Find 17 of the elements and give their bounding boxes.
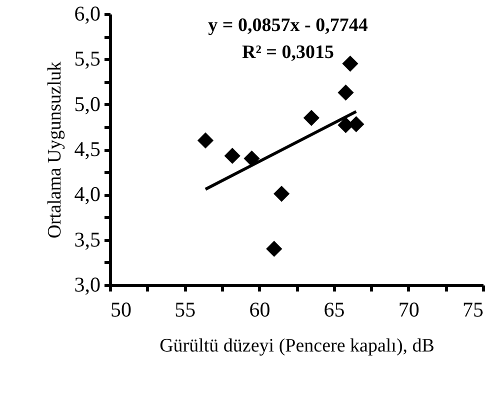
y-tick-label: 5,0	[74, 92, 100, 116]
annotation: R² = 0,3015	[242, 42, 334, 63]
x-tick-label: 65	[324, 298, 345, 322]
y-tick-label: 3,0	[74, 272, 100, 296]
y-axis-title: Ortalama Uygunsuzluk	[44, 61, 66, 238]
x-tick-label: 50	[110, 298, 132, 322]
y-tick-label: 3,5	[74, 227, 100, 252]
y-tick-label: 4,5	[74, 137, 100, 161]
x-axis-title: Gürültü düzeyi (Pencere kapalı), dB	[160, 336, 434, 356]
y-tick-label: 4,0	[74, 182, 100, 206]
x-tick-label: 60	[249, 298, 270, 322]
y-tick-label: 5,5	[74, 46, 100, 71]
x-tick-label: 55	[174, 298, 196, 322]
x-tick-label: 70	[398, 298, 420, 322]
annotation: y = 0,0857x - 0,7744	[208, 15, 368, 36]
y-tick-label: 6,0	[74, 2, 100, 26]
x-tick-label: 75	[462, 298, 484, 322]
